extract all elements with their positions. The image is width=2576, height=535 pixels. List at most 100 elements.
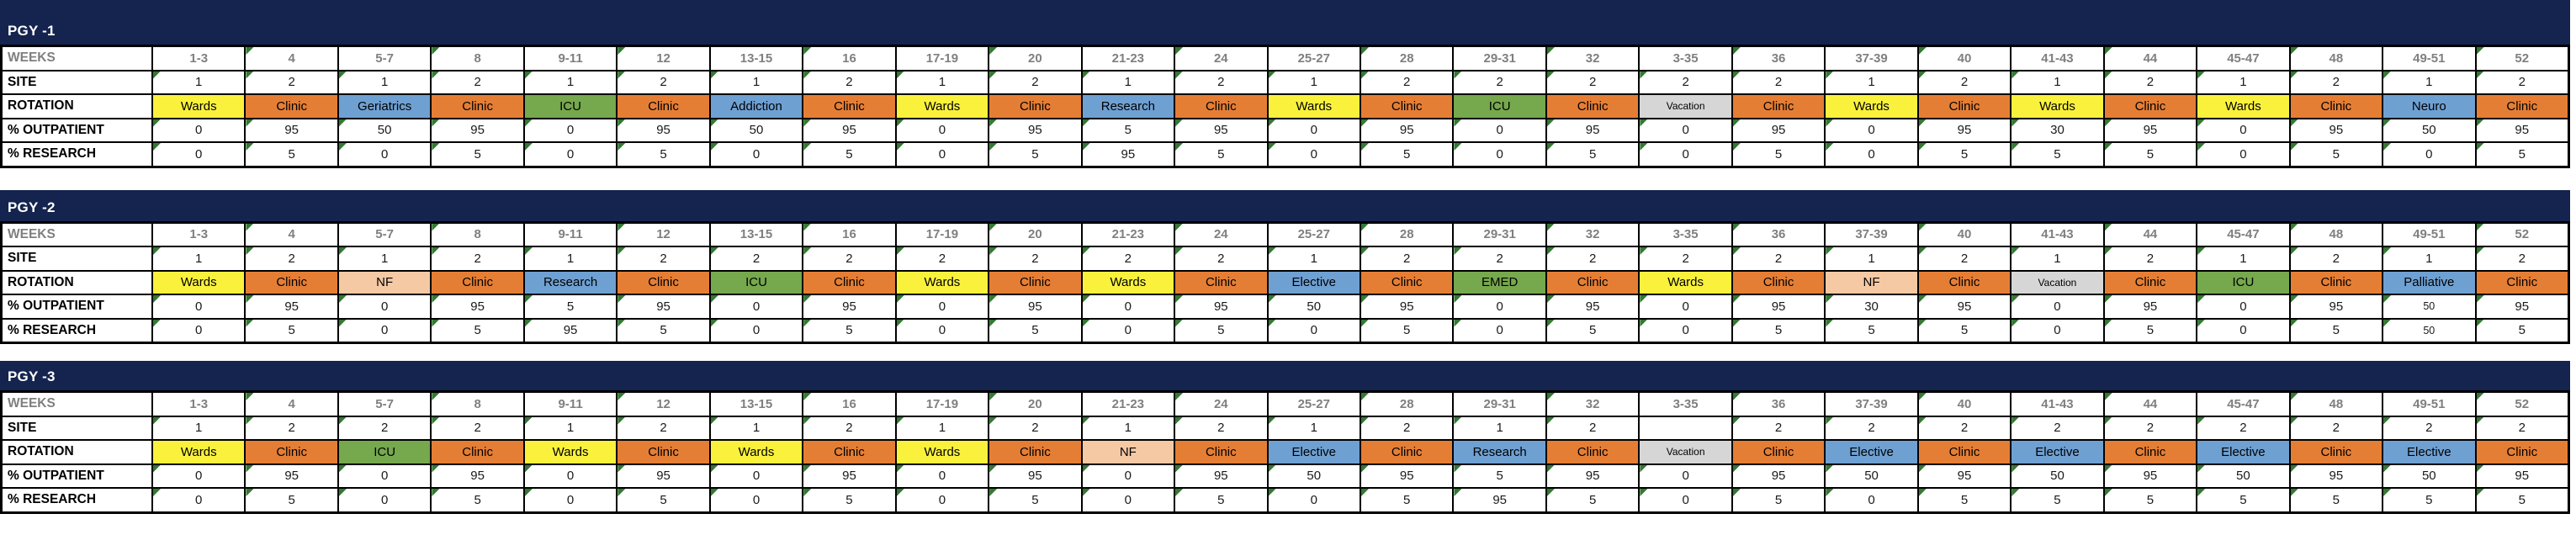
site-cell[interactable]: 1 [1826,247,1917,270]
rotation-cell[interactable]: Clinic [1546,271,1639,294]
rotation-cell[interactable]: Clinic [246,441,337,463]
weeks-cell[interactable]: 49-51 [2383,223,2475,246]
rotation-cell[interactable]: Wards [2012,95,2103,118]
weeks-cell[interactable]: 44 [2104,47,2197,70]
weeks-cell[interactable]: 28 [1361,223,1453,246]
rotation-cell[interactable]: Clinic [1175,441,1267,463]
research-cell[interactable]: 5 [803,319,895,342]
weeks-cell[interactable]: 25-27 [1268,223,1360,246]
outpatient-cell[interactable]: 50 [338,119,431,141]
research-cell[interactable]: 0 [1268,319,1360,342]
site-cell[interactable]: 2 [1640,71,1731,93]
outpatient-cell[interactable]: 95 [1732,119,1825,141]
weeks-cell[interactable]: 13-15 [710,47,803,70]
site-cell[interactable]: 2 [246,71,337,93]
rotation-cell[interactable]: Research [524,271,617,294]
rotation-cell[interactable]: Clinic [432,95,523,118]
outpatient-cell[interactable]: 0 [1640,119,1731,141]
rotation-cell[interactable]: EMED [1454,271,1545,294]
outpatient-cell[interactable]: 95 [1361,295,1453,318]
weeks-cell[interactable]: 9-11 [524,393,617,416]
weeks-cell[interactable]: 21-23 [1082,47,1174,70]
site-cell[interactable]: 2 [1546,416,1639,439]
rotation-cell[interactable]: Elective [1826,441,1917,463]
weeks-cell[interactable]: 5-7 [338,223,431,246]
site-cell[interactable]: 1 [524,71,617,93]
site-cell[interactable]: 2 [1546,247,1639,270]
site-cell[interactable]: 2 [2476,416,2568,439]
weeks-cell[interactable]: 13-15 [710,393,803,416]
outpatient-cell[interactable]: 50 [1268,295,1360,318]
weeks-cell[interactable]: 9-11 [524,223,617,246]
rotation-cell[interactable]: ICU [710,271,803,294]
rotation-cell[interactable]: Wards [1640,271,1731,294]
site-cell[interactable]: 2 [246,416,337,439]
site-cell[interactable]: 2 [1732,71,1825,93]
outpatient-cell[interactable]: 95 [2290,119,2383,141]
research-cell[interactable]: 5 [246,143,337,166]
research-cell[interactable]: 5 [1732,489,1825,511]
site-cell[interactable]: 2 [2476,247,2568,270]
outpatient-cell[interactable]: 95 [1918,119,2011,141]
site-cell[interactable]: 2 [1918,416,2011,439]
rotation-cell[interactable]: Clinic [2476,441,2568,463]
weeks-cell[interactable]: 3-35 [1640,393,1731,416]
outpatient-cell[interactable]: 95 [617,295,709,318]
rotation-cell[interactable]: Clinic [432,271,523,294]
weeks-cell[interactable]: 40 [1918,393,2011,416]
outpatient-cell[interactable]: 95 [1175,295,1267,318]
research-cell[interactable]: 0 [1640,319,1731,342]
site-cell[interactable]: 2 [1175,247,1267,270]
rotation-cell[interactable]: Clinic [1732,271,1825,294]
site-cell[interactable]: 2 [2476,71,2568,93]
outpatient-cell[interactable]: 95 [1546,464,1639,487]
outpatient-cell[interactable]: 30 [2012,119,2103,141]
research-cell[interactable]: 5 [1826,319,1917,342]
site-cell[interactable]: 2 [2290,71,2383,93]
site-cell[interactable]: 1 [2197,71,2289,93]
rotation-cell[interactable]: Elective [1268,441,1360,463]
site-cell[interactable]: 2 [1918,71,2011,93]
outpatient-cell[interactable]: 50 [710,119,803,141]
rotation-cell[interactable]: Clinic [1361,271,1453,294]
row-label-research[interactable]: % RESEARCH [3,143,151,166]
weeks-cell[interactable]: 44 [2104,393,2197,416]
site-cell[interactable]: 1 [524,416,617,439]
weeks-cell[interactable]: 20 [989,47,1081,70]
research-cell[interactable]: 5 [2197,489,2289,511]
row-label-outpatient[interactable]: % OUTPATIENT [3,119,151,141]
outpatient-cell[interactable]: 95 [1918,464,2011,487]
weeks-cell[interactable]: 41-43 [2012,47,2103,70]
rotation-cell[interactable]: NF [1082,441,1174,463]
site-cell[interactable]: 2 [1454,247,1545,270]
outpatient-cell[interactable]: 95 [989,295,1081,318]
research-cell[interactable]: 0 [1454,143,1545,166]
rotation-cell[interactable]: Vacation [1640,95,1731,118]
rotation-cell[interactable]: Research [1454,441,1545,463]
site-cell[interactable]: 2 [1082,247,1174,270]
research-cell[interactable]: 5 [432,143,523,166]
row-label-outpatient[interactable]: % OUTPATIENT [3,464,151,487]
research-cell[interactable]: 5 [2476,143,2568,166]
site-cell[interactable]: 2 [1732,416,1825,439]
weeks-cell[interactable]: 48 [2290,393,2383,416]
site-cell[interactable]: 2 [1732,247,1825,270]
site-cell[interactable]: 2 [2012,416,2103,439]
weeks-cell[interactable]: 17-19 [896,47,989,70]
rotation-cell[interactable]: Wards [1826,95,1917,118]
research-cell[interactable]: 5 [1546,319,1639,342]
research-cell[interactable]: 5 [2012,489,2103,511]
outpatient-cell[interactable]: 0 [1082,464,1174,487]
outpatient-cell[interactable]: 95 [617,464,709,487]
weeks-cell[interactable]: 4 [246,47,337,70]
weeks-cell[interactable]: 25-27 [1268,393,1360,416]
outpatient-cell[interactable]: 0 [896,464,989,487]
research-cell[interactable]: 5 [2290,143,2383,166]
site-cell[interactable]: 2 [803,247,895,270]
site-cell[interactable]: 2 [2290,416,2383,439]
site-cell[interactable]: 2 [1454,71,1545,93]
outpatient-cell[interactable]: 95 [1361,464,1453,487]
rotation-cell[interactable]: Wards [896,271,989,294]
outpatient-cell[interactable]: 95 [1175,464,1267,487]
rotation-cell[interactable]: Wards [1082,271,1174,294]
